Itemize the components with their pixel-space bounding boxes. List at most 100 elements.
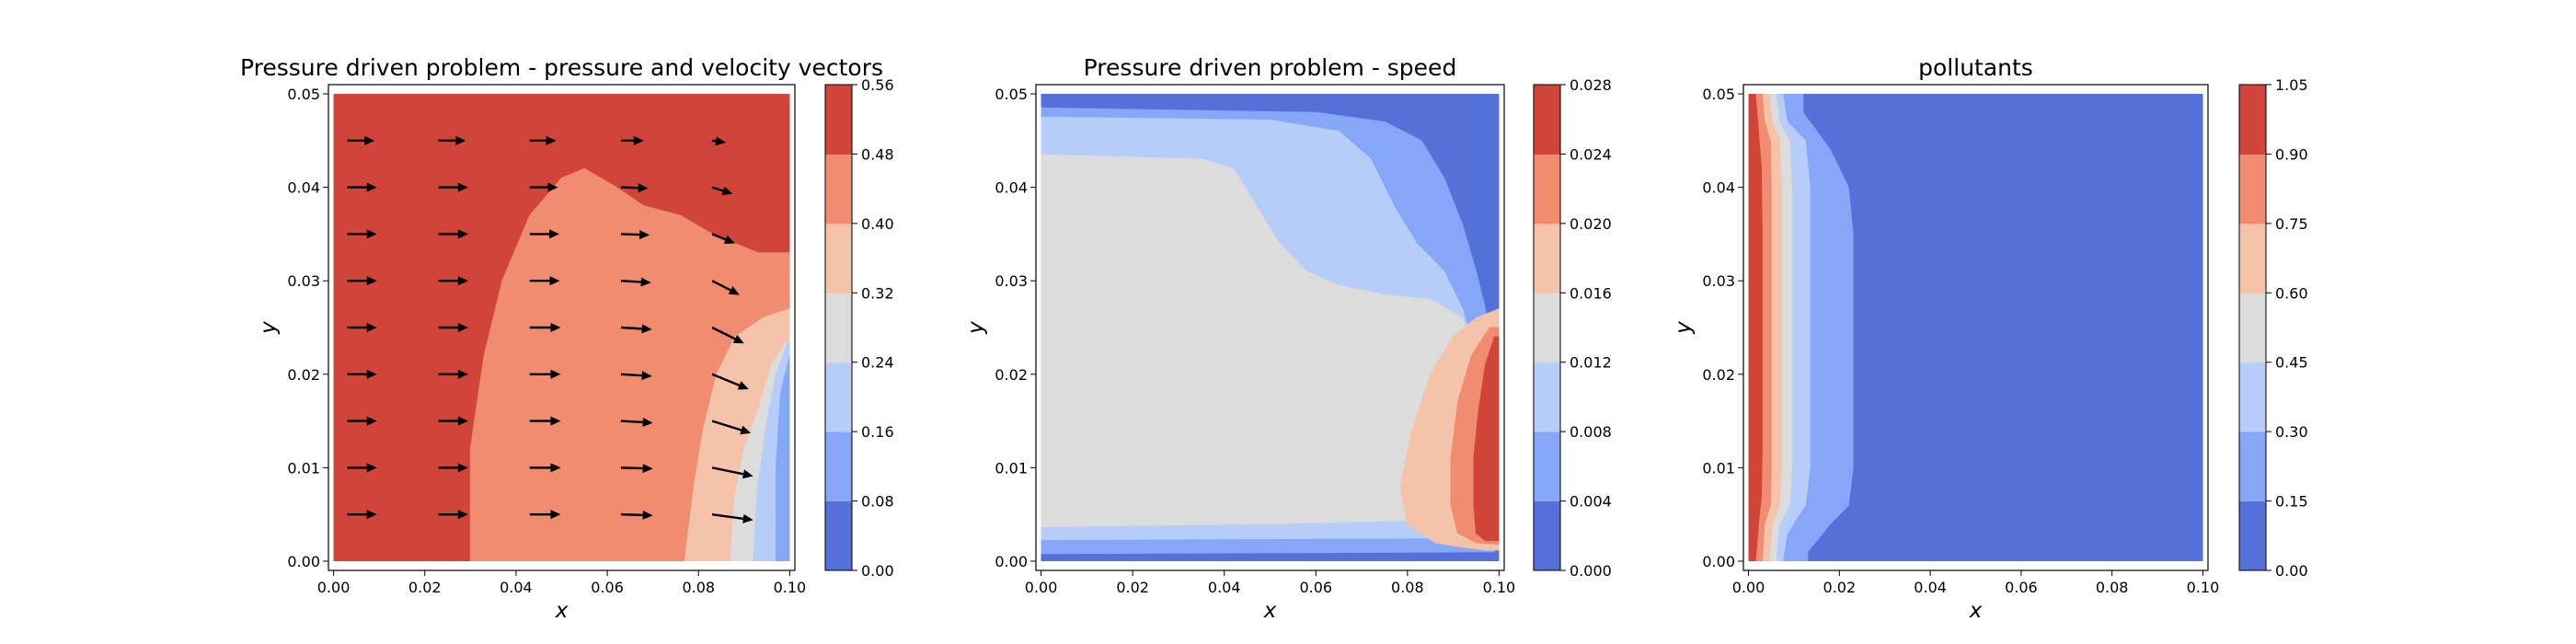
arrow-head — [742, 469, 753, 479]
y-tick-label: 0.05 — [1702, 86, 1735, 103]
arrow-head — [550, 463, 561, 473]
velocity-arrow — [529, 276, 560, 286]
arrow-head — [457, 416, 468, 426]
y-axis-label: y — [1672, 321, 1696, 335]
colorbar-tick-label: 0.60 — [2275, 284, 2308, 302]
arrow-head — [366, 276, 377, 286]
chart-title: pollutants — [1918, 54, 2033, 81]
colorbar-band-4 — [1534, 293, 1560, 363]
colorbar-tick-label: 1.05 — [2275, 76, 2308, 94]
colorbar-band-1 — [2239, 500, 2266, 571]
y-tick-label: 0.05 — [287, 86, 320, 103]
y-axis-label: y — [257, 321, 281, 335]
colorbar-tick-label: 0.08 — [861, 493, 894, 511]
colorbar-tick-label: 0.48 — [861, 145, 894, 163]
arrow-head — [547, 182, 558, 192]
arrow-head — [721, 186, 733, 196]
colorbar: 0.00 0.08 0.16 0.24 0.32 0.40 0.48 0.56 — [824, 76, 894, 580]
colorbar-band-7 — [1534, 85, 1560, 155]
velocity-arrow — [711, 280, 740, 295]
x-tick-label: 0.00 — [317, 579, 351, 596]
velocity-arrow — [711, 466, 753, 479]
velocity-arrow — [438, 416, 468, 426]
colorbar-band-1 — [825, 500, 852, 571]
colorbar-tick-label: 0.16 — [861, 423, 894, 441]
velocity-arrow — [529, 229, 560, 239]
arrow-head — [457, 510, 468, 520]
arrow-shaft — [711, 280, 731, 292]
x-tick-label: 0.04 — [1914, 579, 1947, 596]
velocity-arrow — [620, 464, 653, 474]
velocity-arrow — [711, 233, 735, 245]
arrow-head — [728, 285, 740, 295]
velocity-arrow — [711, 186, 733, 196]
arrow-head — [549, 276, 560, 286]
y-tick-label: 0.02 — [995, 366, 1028, 384]
arrow-head — [457, 323, 468, 332]
velocity-arrow — [529, 135, 557, 145]
chart-1: 0.00 0.02 0.04 0.06 0.08 0.10 0.00 0.01 0.02 0.03… — [240, 54, 894, 623]
arrow-head — [642, 417, 653, 427]
arrow-head — [732, 334, 744, 344]
arrow-head — [737, 381, 749, 390]
arrow-head — [642, 510, 653, 520]
axes-frame — [1035, 84, 1505, 571]
velocity-arrow — [347, 416, 377, 426]
axes-frame — [328, 84, 796, 571]
arrow-head — [642, 464, 653, 474]
colorbar: 0.00 0.15 0.30 0.45 0.60 0.75 0.90 1.05 — [2238, 76, 2308, 580]
arrow-head — [457, 182, 468, 192]
chart-title: Pressure driven problem - pressure and v… — [240, 54, 883, 81]
colorbar-tick-label: 0.90 — [2275, 145, 2308, 163]
velocity-arrow — [438, 463, 468, 473]
velocity-arrow — [529, 510, 561, 520]
y-tick-label: 0.03 — [995, 272, 1028, 290]
y-tick-label: 0.05 — [995, 86, 1028, 103]
arrow-head — [366, 229, 377, 239]
colorbar-band-6 — [2239, 154, 2266, 224]
arrow-shaft — [620, 466, 643, 470]
arrow-shaft — [620, 512, 643, 517]
colorbar-tick-label: 0.016 — [1570, 284, 1612, 302]
arrow-head — [549, 229, 560, 239]
chart-3: 0.00 0.02 0.04 0.06 0.08 0.10 0.00 0.01 0.02 0.03… — [1672, 54, 2308, 623]
colorbar-tick-label: 0.45 — [2275, 354, 2308, 372]
x-tick-label: 0.00 — [1732, 579, 1765, 596]
contour-region-7 — [1748, 94, 1763, 561]
x-tick-label: 0.10 — [774, 579, 807, 596]
colorbar-band-2 — [1534, 431, 1560, 502]
colorbar-tick-label: 0.56 — [861, 76, 894, 94]
colorbar-frame — [1533, 84, 1561, 571]
arrow-shaft — [711, 326, 736, 340]
arrow-head — [457, 229, 468, 239]
chart-2: 0.00 0.02 0.04 0.06 0.08 0.10 0.00 0.01 0.02 0.03… — [964, 54, 1612, 623]
colorbar-band-7 — [2239, 85, 2266, 155]
y-tick-label: 0.00 — [1702, 553, 1735, 570]
colorbar-tick-label: 0.020 — [1570, 215, 1612, 233]
arrow-head — [366, 369, 377, 379]
arrow-head — [633, 135, 644, 145]
y-tick-label: 0.01 — [1702, 459, 1735, 477]
velocity-arrow — [711, 373, 749, 390]
colorbar-band-4 — [825, 293, 852, 363]
colorbar-tick-label: 0.75 — [2275, 215, 2308, 233]
arrow-head — [550, 369, 561, 379]
arrow-shaft — [620, 373, 642, 377]
colorbar-band-7 — [825, 85, 852, 155]
velocity-arrow — [438, 276, 468, 286]
colorbar: 0.000 0.004 0.008 0.012 0.016 0.020 0.024 0.028 — [1533, 76, 1612, 580]
x-tick-label: 0.08 — [2096, 579, 2129, 596]
x-tick-label: 0.02 — [408, 579, 442, 596]
velocity-arrow — [711, 512, 753, 523]
x-tick-label: 0.10 — [1483, 579, 1516, 596]
y-tick-label: 0.00 — [995, 553, 1028, 570]
arrow-head — [457, 463, 468, 473]
velocity-arrow — [529, 323, 561, 332]
velocity-arrow — [438, 323, 468, 332]
colorbar-tick-label: 0.00 — [861, 562, 894, 580]
colorbar-band-6 — [1534, 154, 1560, 224]
y-tick-label: 0.03 — [1702, 272, 1735, 290]
colorbar-tick-label: 0.30 — [2275, 423, 2308, 441]
arrow-shaft — [711, 466, 744, 476]
velocity-arrow — [711, 420, 752, 435]
